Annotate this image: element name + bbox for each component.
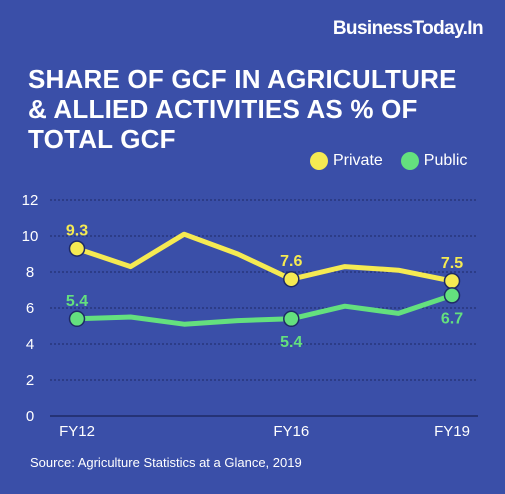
data-point-public bbox=[443, 287, 461, 304]
title-line-1: SHARE OF GCF IN AGRICULTURE bbox=[28, 64, 457, 94]
data-point-private bbox=[443, 272, 461, 290]
y-tick-label: 2 bbox=[26, 372, 34, 389]
legend-dot-public bbox=[400, 152, 419, 170]
legend-label-public: Public bbox=[423, 152, 468, 169]
y-tick-label: 4 bbox=[26, 336, 34, 353]
legend-label-private: Private bbox=[333, 152, 383, 169]
y-tick-label: 10 bbox=[22, 228, 39, 245]
title-line-2: & ALLIED ACTIVITIES AS % OF bbox=[28, 94, 418, 124]
data-point-private bbox=[68, 240, 86, 257]
y-tick-label: 0 bbox=[26, 408, 34, 425]
title-line-3: TOTAL GCF bbox=[28, 124, 176, 154]
y-tick-label: 8 bbox=[26, 264, 34, 281]
data-label-private: 7.6 bbox=[280, 253, 302, 270]
line-chart: 0 2 4 6 8 10 12 FY12 FY16 FY19 9.3 7.6 7.5 5.4 5.4 6.7 bbox=[22, 192, 478, 440]
data-point-private bbox=[283, 270, 300, 288]
legend-item-public: Public bbox=[400, 152, 468, 170]
series-line-public bbox=[74, 292, 455, 327]
y-tick-label: 6 bbox=[26, 300, 34, 317]
y-tick-label: 12 bbox=[22, 192, 39, 209]
x-tick-label: FY12 bbox=[59, 423, 95, 440]
data-label-public: 5.4 bbox=[66, 293, 88, 310]
chart-legend: Private Public bbox=[310, 152, 485, 170]
series-line-private bbox=[74, 231, 455, 284]
data-point-public bbox=[283, 310, 300, 328]
data-label-public: 5.4 bbox=[280, 334, 302, 351]
brand-logo: BusinessToday.In bbox=[332, 18, 484, 39]
chart-title: SHARE OF GCF IN AGRICULTURE & ALLIED ACT… bbox=[28, 64, 488, 154]
data-label-private: 7.5 bbox=[441, 255, 463, 272]
data-label-private: 9.3 bbox=[66, 223, 88, 240]
x-tick-label: FY19 bbox=[434, 423, 470, 440]
data-point-public bbox=[68, 310, 86, 328]
legend-dot-private bbox=[310, 152, 328, 170]
x-tick-label: FY16 bbox=[273, 423, 309, 440]
source-note: Source: Agriculture Statistics at a Glan… bbox=[30, 455, 302, 470]
legend-item-private: Private bbox=[310, 152, 383, 170]
data-label-public: 6.7 bbox=[441, 310, 463, 327]
